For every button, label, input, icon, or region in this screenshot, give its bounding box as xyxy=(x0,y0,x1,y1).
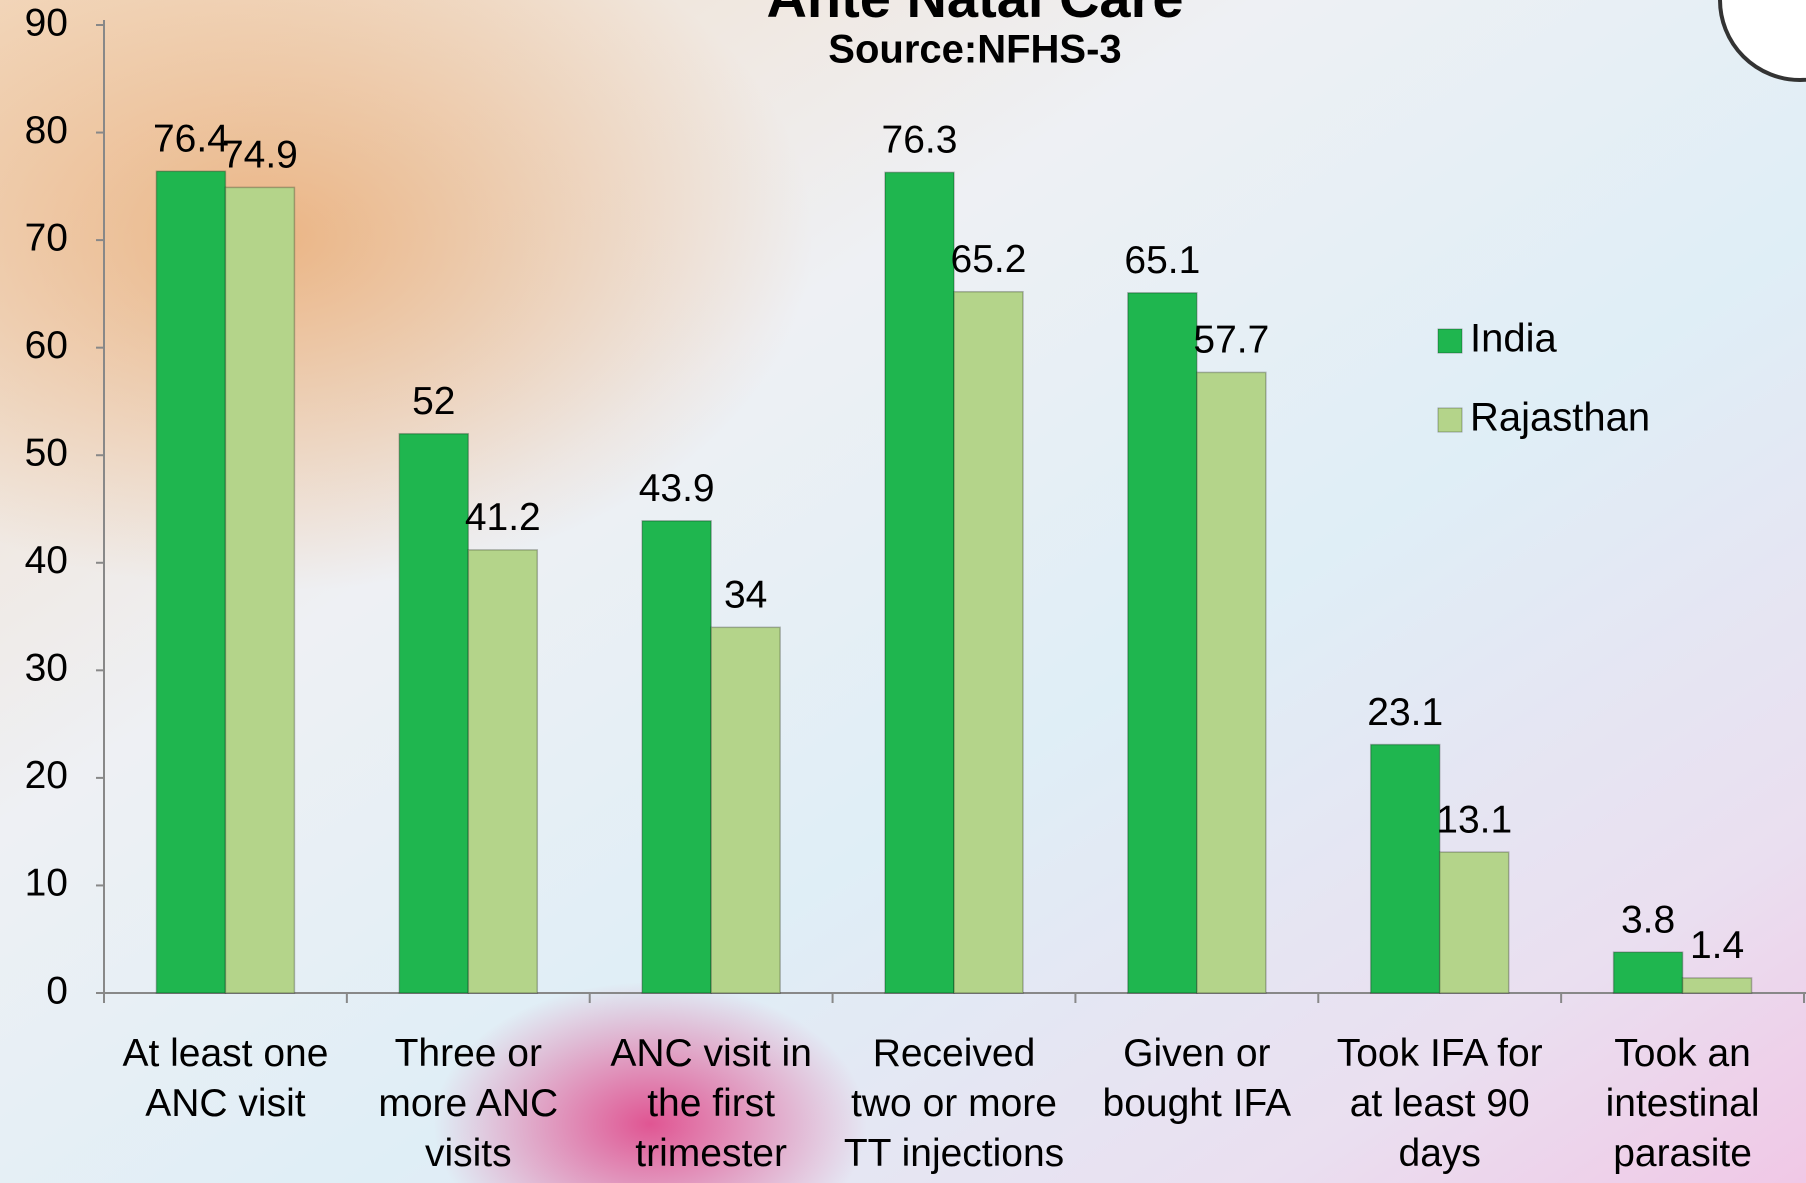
x-tick-label-line: Took IFA for xyxy=(1337,1032,1543,1075)
value-label: 3.8 xyxy=(1621,898,1675,941)
y-tick-label: 50 xyxy=(25,432,68,475)
x-tick-label-line: visits xyxy=(425,1132,512,1175)
legend-label: India xyxy=(1470,317,1557,361)
bar xyxy=(1197,372,1266,993)
value-label: 23.1 xyxy=(1367,691,1443,734)
x-tick-label-line: the first xyxy=(647,1082,775,1125)
bar xyxy=(225,187,294,993)
value-label: 52 xyxy=(412,380,455,423)
bar xyxy=(1683,978,1752,993)
bar xyxy=(1440,852,1509,993)
legend-label: Rajasthan xyxy=(1470,396,1650,440)
x-tick-label-line: At least one xyxy=(122,1032,328,1075)
x-tick-label-line: Given or xyxy=(1123,1032,1270,1075)
value-label: 74.9 xyxy=(222,134,298,177)
x-tick-label-line: days xyxy=(1399,1132,1481,1175)
value-label: 41.2 xyxy=(465,496,541,539)
value-label: 65.1 xyxy=(1124,239,1200,282)
x-tick-label-line: Took an xyxy=(1614,1032,1751,1075)
y-tick-label: 40 xyxy=(25,539,68,582)
chart-title: Ante Natal Care xyxy=(766,0,1183,29)
chart: Ante Natal Care Source:NFHS-3 0 10 20 30 40 5… xyxy=(0,0,1806,1183)
value-label: 34 xyxy=(724,574,767,617)
y-tick-label: 80 xyxy=(25,109,68,152)
value-label: 43.9 xyxy=(639,467,715,510)
y-tick-label: 60 xyxy=(25,324,68,367)
bar xyxy=(156,171,225,993)
y-tick-label: 0 xyxy=(46,969,68,1012)
x-tick-label-line: intestinal xyxy=(1606,1082,1760,1125)
value-label: 57.7 xyxy=(1193,319,1269,362)
value-label: 13.1 xyxy=(1436,798,1512,841)
x-tick-label-line: trimester xyxy=(635,1132,787,1175)
value-label: 76.3 xyxy=(882,119,958,162)
bar xyxy=(711,627,780,993)
x-tick-label-line: ANC visit in xyxy=(610,1032,812,1075)
x-tick-label-line: parasite xyxy=(1613,1132,1752,1175)
legend-swatch xyxy=(1438,408,1462,432)
x-tick-label-line: Three or xyxy=(395,1032,542,1075)
bar xyxy=(1128,293,1197,993)
value-label: 76.4 xyxy=(153,118,229,161)
y-tick-label: 30 xyxy=(25,647,68,690)
x-tick-label-line: more ANC xyxy=(378,1082,558,1125)
bar xyxy=(399,434,468,993)
x-tick-label-line: bought IFA xyxy=(1103,1082,1292,1125)
bar xyxy=(1371,745,1440,993)
value-label: 65.2 xyxy=(951,238,1027,281)
value-label: 1.4 xyxy=(1690,924,1744,967)
bar xyxy=(642,521,711,993)
bar xyxy=(954,292,1023,993)
y-tick-label: 10 xyxy=(25,862,68,905)
x-tick-label-line: TT injections xyxy=(844,1132,1064,1175)
x-tick-label-line: Received xyxy=(873,1032,1036,1075)
x-tick-label: Took an intestinal parasite xyxy=(1606,1032,1760,1175)
bar xyxy=(468,550,537,993)
x-tick-label-line: two or more xyxy=(851,1082,1057,1125)
y-tick-label: 70 xyxy=(25,216,68,259)
x-tick-label-line: at least 90 xyxy=(1350,1082,1530,1125)
chart-subtitle: Source:NFHS-3 xyxy=(828,28,1121,72)
bar xyxy=(885,172,954,993)
x-tick-label: Received two or more TT injections xyxy=(844,1032,1064,1175)
bar xyxy=(1614,952,1683,993)
y-tick-label: 90 xyxy=(25,1,68,44)
y-tick-label: 20 xyxy=(25,754,68,797)
legend-swatch xyxy=(1438,329,1462,353)
x-tick-label-line: ANC visit xyxy=(145,1082,306,1125)
